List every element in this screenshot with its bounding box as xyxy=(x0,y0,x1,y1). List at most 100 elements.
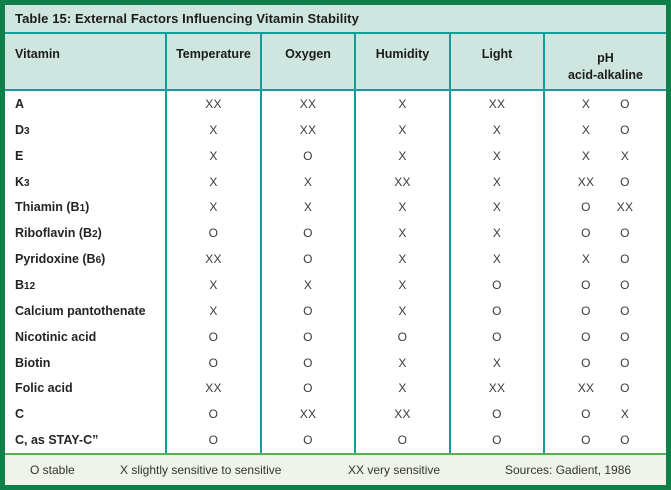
cell-light: O xyxy=(451,297,545,324)
cell-vitamin: E xyxy=(5,142,167,169)
cell-oxygen: O xyxy=(262,297,356,324)
table-row: C O XX XX O O X xyxy=(5,401,666,428)
ph-acid-value: XX xyxy=(577,174,595,189)
vitamin-label: ) xyxy=(101,252,106,267)
cell-light: X xyxy=(451,220,545,247)
cell-temperature: O xyxy=(167,323,262,350)
table-row: Calcium pantothenate X O X O O O xyxy=(5,297,666,324)
vitamin-label: Folic acid xyxy=(15,381,73,396)
cell-humidity: XX xyxy=(356,401,451,428)
vitamin-label: Nicotinic acid xyxy=(15,329,97,344)
cell-light: X xyxy=(451,142,545,169)
vitamin-label-subscript: 2 xyxy=(92,229,98,241)
cell-humidity: X xyxy=(356,91,451,117)
vitamin-label: D xyxy=(15,122,25,137)
table-header-row: Vitamin Temperature Oxygen Humidity Ligh… xyxy=(5,34,666,91)
cell-light: X xyxy=(451,349,545,376)
ph-header-line1: pH xyxy=(597,51,614,65)
ph-alkaline-value: O xyxy=(620,433,630,448)
ph-acid-value: XX xyxy=(577,381,595,396)
cell-temperature: O xyxy=(167,349,262,376)
ph-alkaline-value: O xyxy=(620,303,630,318)
vitamin-label: Thiamin (B xyxy=(15,200,80,215)
vitamin-label: Biotin xyxy=(15,355,51,370)
cell-vitamin: Pyridoxine (B 6) xyxy=(5,246,167,273)
cell-humidity: O xyxy=(356,323,451,350)
cell-humidity: X xyxy=(356,375,451,402)
cell-vitamin: B 12 xyxy=(5,272,167,298)
table-row: Folic acid XX O X XX XX O xyxy=(5,375,666,402)
ph-alkaline-value: X xyxy=(620,148,630,163)
vitamin-label: C, as STAY-C” xyxy=(15,433,99,448)
ph-alkaline-value: XX xyxy=(616,200,634,215)
cell-oxygen: O xyxy=(262,427,356,454)
cell-ph: O XX xyxy=(545,194,666,220)
ph-acid-value: O xyxy=(581,407,591,422)
ph-alkaline-value: O xyxy=(620,277,630,292)
cell-vitamin: Calcium pantothenate xyxy=(5,297,167,324)
cell-temperature: X xyxy=(167,142,262,169)
vitamin-label: A xyxy=(15,96,25,111)
cell-oxygen: XX xyxy=(262,91,356,117)
table-row: Thiamin (B 1) X X X X O XX xyxy=(5,194,666,221)
cell-temperature: XX xyxy=(167,246,262,273)
vitamin-label: ) xyxy=(85,200,90,215)
ph-alkaline-value: O xyxy=(620,355,630,370)
cell-humidity: X xyxy=(356,297,451,324)
table-row: Riboflavin (B 2) O O X X O O xyxy=(5,220,666,247)
cell-light: X xyxy=(451,194,545,221)
cell-temperature: X xyxy=(167,116,262,143)
cell-vitamin: Nicotinic acid xyxy=(5,323,167,350)
cell-light: XX xyxy=(451,91,545,117)
ph-acid-value: X xyxy=(581,122,591,137)
cell-humidity: X xyxy=(356,142,451,169)
table-title: Table 15: External Factors Influencing V… xyxy=(5,5,666,34)
cell-oxygen: XX xyxy=(262,401,356,428)
cell-vitamin: Riboflavin (B 2) xyxy=(5,220,167,247)
cell-humidity: X xyxy=(356,246,451,273)
cell-light: X xyxy=(451,246,545,273)
vitamin-label: Pyridoxine (B xyxy=(15,252,96,267)
ph-acid-value: O xyxy=(581,303,591,318)
vitamin-label: C xyxy=(15,407,25,422)
cell-light: O xyxy=(451,323,545,350)
cell-temperature: X xyxy=(167,272,262,298)
column-header-oxygen: Oxygen xyxy=(262,34,356,89)
ph-acid-value: O xyxy=(581,200,591,215)
ph-alkaline-value: O xyxy=(620,252,630,267)
cell-humidity: X xyxy=(356,194,451,221)
ph-acid-value: X xyxy=(581,252,591,267)
cell-light: O xyxy=(451,272,545,298)
cell-temperature: X xyxy=(167,297,262,324)
cell-oxygen: O xyxy=(262,142,356,169)
cell-temperature: O xyxy=(167,401,262,428)
cell-light: O xyxy=(451,401,545,428)
vitamin-label: K xyxy=(15,174,25,189)
cell-humidity: X xyxy=(356,220,451,247)
legend-sources: Sources: Gadient, 1986 xyxy=(505,463,632,477)
vitamin-label: Calcium pantothenate xyxy=(15,303,146,318)
vitamin-label: B xyxy=(15,277,25,292)
vitamin-label: E xyxy=(15,148,24,163)
cell-temperature: O xyxy=(167,220,262,247)
legend-bar: O stable X slightly sensitive to sensiti… xyxy=(5,453,666,485)
cell-vitamin: Folic acid xyxy=(5,375,167,402)
cell-vitamin: A xyxy=(5,91,167,117)
table-row: Nicotinic acid O O O O O O xyxy=(5,323,666,350)
ph-alkaline-value: O xyxy=(620,329,630,344)
cell-oxygen: X xyxy=(262,272,356,298)
table-row: B 12 X X X O O O xyxy=(5,272,666,298)
cell-temperature: X xyxy=(167,194,262,221)
cell-light: O xyxy=(451,427,545,454)
ph-acid-value: O xyxy=(581,355,591,370)
cell-ph: XX O xyxy=(545,169,666,195)
